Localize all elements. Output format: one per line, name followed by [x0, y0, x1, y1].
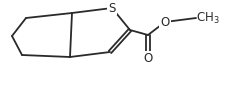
Text: CH$_3$: CH$_3$ [196, 10, 220, 26]
Text: O: O [160, 15, 170, 28]
Text: S: S [108, 1, 116, 14]
Text: O: O [143, 52, 153, 65]
